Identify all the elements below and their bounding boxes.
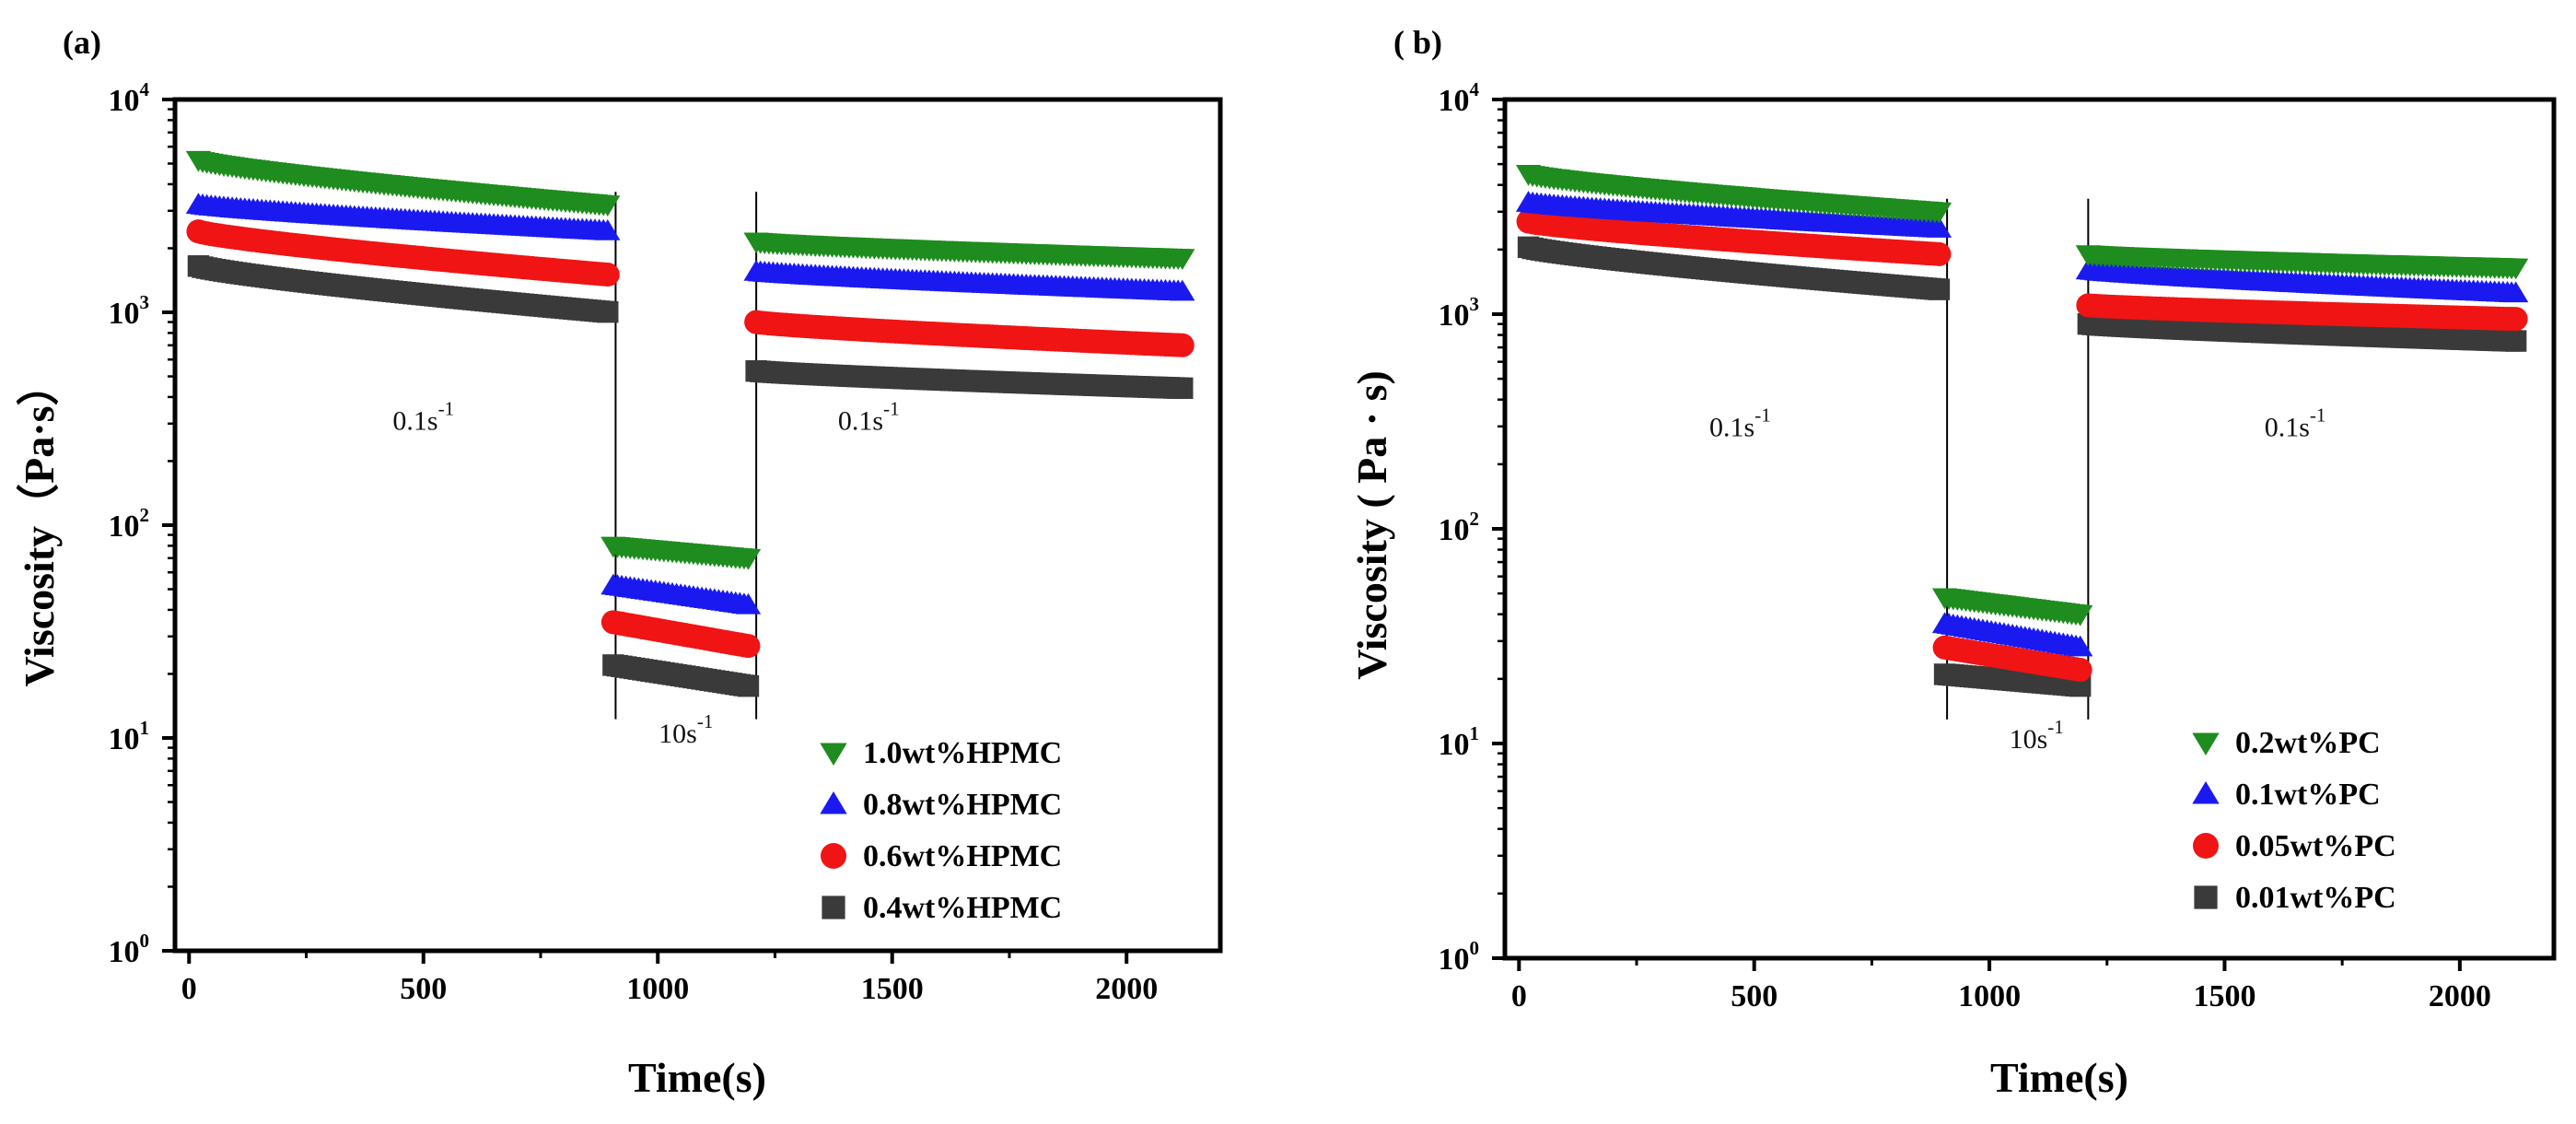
data-point — [1926, 202, 1952, 224]
shear-rate-annotation: 0.1s-1 — [2265, 404, 2326, 442]
data-point — [822, 896, 845, 919]
shear-rate-annotation: 10s-1 — [2010, 716, 2064, 755]
legend-item: 0.01wt%PC — [2194, 881, 2396, 915]
y-axis-label: Viscosity（Pa·s） — [16, 364, 63, 687]
series-0.2wt%PC — [1515, 165, 2529, 626]
series-0.8wt%HPMC — [185, 193, 1195, 615]
series-0.1wt%PC — [1515, 191, 2529, 657]
legend-label: 1.0wt%HPMC — [863, 736, 1062, 770]
legend-item: 0.6wt%HPMC — [821, 839, 1062, 873]
data-point — [2502, 281, 2529, 303]
data-point — [1171, 377, 1194, 400]
data-point — [737, 674, 760, 697]
data-point — [595, 263, 620, 287]
shear-rate-annotation: 10s-1 — [659, 710, 713, 749]
chart-panel-a: (a) 0 500 1000 1500 2000 100 101 102 103 104 Time(s… — [16, 24, 1223, 1101]
legend: 1.0wt%HPMC 0.8wt%HPMC 0.6wt%HPMC 0.4wt%HPMC — [820, 736, 1062, 925]
y-tick-label: 100 — [109, 930, 150, 969]
data-point — [1927, 241, 1952, 266]
data-point — [2068, 604, 2093, 626]
x-tick-label: 1500 — [861, 972, 924, 1006]
data-point — [2192, 781, 2220, 804]
x-tick-label: 500 — [1731, 979, 1778, 1013]
legend-item: 0.4wt%HPMC — [822, 891, 1062, 925]
legend-label: 0.2wt%PC — [2235, 726, 2381, 760]
series-0.6wt%HPMC — [186, 219, 1195, 659]
y-tick-label: 102 — [109, 504, 150, 544]
x-tick-label: 1000 — [626, 972, 689, 1006]
legend-item: 0.1wt%PC — [2192, 778, 2381, 812]
shear-rate-annotation: 0.1s-1 — [838, 398, 900, 437]
data-point — [1170, 249, 1195, 271]
x-tick-label: 2000 — [1095, 972, 1158, 1006]
data-point — [736, 634, 761, 659]
data-point — [735, 548, 762, 570]
y-tick-label: 102 — [1439, 508, 1480, 547]
chart-panel-b: ( b) 0 500 1000 1500 2000 100 101 102 103 104 Time(… — [1348, 24, 2557, 1101]
x-tick-label: 500 — [400, 972, 447, 1006]
data-point — [595, 195, 621, 217]
y-tick-label: 103 — [1439, 293, 1480, 333]
x-axis-label: Time(s) — [1990, 1054, 2128, 1101]
data-point — [735, 592, 762, 615]
y-tick-label: 101 — [109, 717, 150, 756]
x-tick-label: 0 — [1511, 979, 1527, 1013]
data-point — [1170, 279, 1195, 301]
x-axis-label: Time(s) — [628, 1054, 766, 1101]
legend-item: 0.8wt%HPMC — [820, 788, 1062, 822]
legend-item: 0.2wt%PC — [2192, 726, 2381, 760]
legend-label: 0.8wt%HPMC — [863, 788, 1062, 822]
y-tick-label: 104 — [1439, 78, 1480, 118]
y-tick-label: 101 — [1439, 722, 1480, 762]
series-1.0wt%HPMC — [185, 150, 1195, 570]
data-point — [2504, 330, 2527, 352]
plot-frame — [172, 97, 1223, 954]
shear-rate-annotation: 0.1s-1 — [1709, 404, 1771, 442]
series-0.05wt%PC — [1516, 209, 2528, 683]
legend-label: 0.4wt%HPMC — [863, 891, 1062, 925]
x-tick-label: 1500 — [2193, 979, 2255, 1013]
legend-item: 0.05wt%PC — [2193, 829, 2396, 863]
legend-label: 0.05wt%PC — [2235, 829, 2396, 863]
data-point — [1926, 217, 1952, 238]
legend-label: 0.6wt%HPMC — [863, 839, 1062, 873]
data-point — [2192, 732, 2220, 755]
legend-item: 1.0wt%HPMC — [820, 736, 1062, 770]
data-point — [597, 300, 619, 323]
x-tick-label: 2000 — [2429, 979, 2491, 1013]
y-tick-label: 104 — [109, 78, 150, 118]
data-point — [1170, 333, 1195, 357]
panel-label: ( b) — [1393, 24, 1442, 61]
shear-rate-annotation: 0.1s-1 — [392, 398, 454, 437]
data-point — [2194, 885, 2218, 909]
data-point — [2193, 833, 2219, 859]
x-tick-label: 0 — [181, 972, 197, 1006]
data-point — [820, 791, 847, 814]
data-point — [821, 843, 846, 869]
legend-label: 0.1wt%PC — [2235, 778, 2381, 812]
panel-label: (a) — [63, 24, 101, 61]
y-tick-label: 103 — [109, 291, 150, 331]
series-0.01wt%PC — [1517, 236, 2527, 697]
x-tick-label: 1000 — [1958, 979, 2021, 1013]
legend: 0.2wt%PC 0.1wt%PC 0.05wt%PC 0.01wt%PC — [2192, 726, 2396, 915]
data-point — [2503, 307, 2528, 332]
series-0.4wt%HPMC — [187, 255, 1194, 697]
y-tick-label: 100 — [1439, 937, 1480, 977]
y-axis-label: Viscosity ( Pa · s) — [1348, 370, 1395, 680]
data-point — [2068, 635, 2093, 657]
legend-label: 0.01wt%PC — [2235, 881, 2396, 915]
data-point — [1928, 278, 1951, 300]
data-point — [820, 743, 847, 766]
data-point — [595, 218, 621, 240]
data-point — [2502, 258, 2529, 280]
data-point — [2068, 658, 2092, 683]
